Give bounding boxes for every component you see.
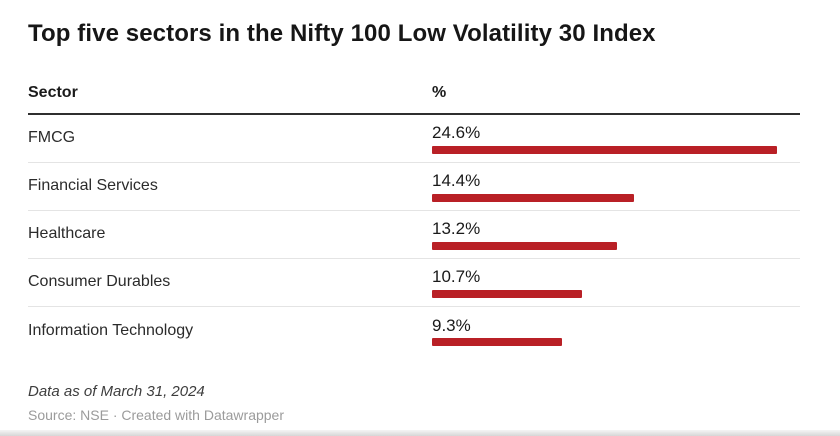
sector-label: FMCG [28, 129, 76, 146]
sector-data-cell: 9.3% [432, 315, 800, 347]
chart-title: Top five sectors in the Nifty 100 Low Vo… [28, 20, 656, 47]
screenshot-bottom-edge [0, 430, 840, 436]
sector-data-cell: 14.4% [432, 170, 800, 202]
sector-label: Consumer Durables [28, 273, 171, 290]
table-row: FMCG 24.6% [28, 115, 800, 163]
percent-bar [432, 145, 777, 154]
sector-label: Financial Services [28, 177, 158, 194]
percent-value: 14.4% [432, 171, 481, 191]
table-row: Healthcare 13.2% [28, 211, 800, 259]
sector-label: Healthcare [28, 225, 106, 242]
table-row: Information Technology 9.3% [28, 307, 800, 355]
table-row: Financial Services 14.4% [28, 163, 800, 211]
chart-container: Top five sectors in the Nifty 100 Low Vo… [28, 20, 800, 423]
column-header-sector: Sector [28, 84, 78, 101]
sector-data-cell: 13.2% [432, 218, 800, 250]
percent-value: 24.6% [432, 123, 481, 143]
sector-data-cell: 10.7% [432, 266, 800, 298]
sector-label: Information Technology [28, 321, 194, 339]
table-body: FMCG 24.6% Financial Services 14.4% Heal… [28, 115, 800, 355]
sector-data-cell: 24.6% [432, 122, 800, 154]
percent-value: 9.3% [432, 315, 471, 335]
percent-value: 13.2% [432, 219, 481, 239]
table-row: Consumer Durables 10.7% [28, 259, 800, 307]
chart-footer: Data as of March 31, 2024 Source: NSE · … [28, 383, 800, 423]
table-header-row: Sector % [28, 84, 800, 115]
percent-bar [432, 338, 562, 347]
percent-bar [432, 193, 634, 202]
percent-bar [432, 289, 582, 298]
bar-table: Sector % FMCG 24.6% Financial Services 1… [28, 84, 800, 355]
percent-bar [432, 241, 617, 250]
source-line: Source: NSE · Created with Datawrapper [28, 407, 284, 423]
column-header-percent: % [432, 84, 447, 101]
data-note: Data as of March 31, 2024 [28, 383, 205, 400]
percent-value: 10.7% [432, 267, 481, 287]
